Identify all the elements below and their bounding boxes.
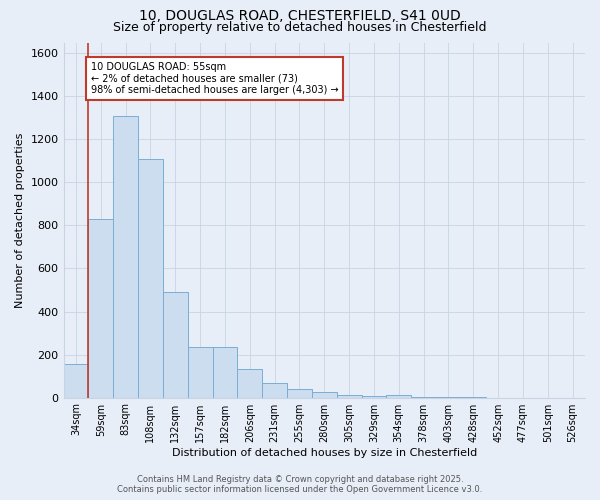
Bar	[436, 397, 461, 398]
Text: 10, DOUGLAS ROAD, CHESTERFIELD, S41 0UD: 10, DOUGLAS ROAD, CHESTERFIELD, S41 0UD	[139, 9, 461, 23]
Bar	[337, 395, 362, 398]
Bar	[238, 368, 262, 398]
Bar	[411, 397, 436, 398]
Text: Contains HM Land Registry data © Crown copyright and database right 2025.
Contai: Contains HM Land Registry data © Crown c…	[118, 474, 482, 494]
Bar	[312, 392, 337, 398]
Bar	[362, 396, 386, 398]
Bar	[212, 347, 238, 398]
Bar	[88, 219, 113, 398]
Bar	[287, 388, 312, 398]
Bar	[262, 382, 287, 398]
Bar	[64, 364, 88, 398]
Y-axis label: Number of detached properties: Number of detached properties	[15, 132, 25, 308]
Bar	[188, 347, 212, 398]
Bar	[138, 158, 163, 398]
Bar	[113, 116, 138, 398]
Text: 10 DOUGLAS ROAD: 55sqm
← 2% of detached houses are smaller (73)
98% of semi-deta: 10 DOUGLAS ROAD: 55sqm ← 2% of detached …	[91, 62, 338, 95]
X-axis label: Distribution of detached houses by size in Chesterfield: Distribution of detached houses by size …	[172, 448, 477, 458]
Bar	[163, 292, 188, 398]
Text: Size of property relative to detached houses in Chesterfield: Size of property relative to detached ho…	[113, 21, 487, 34]
Bar	[386, 395, 411, 398]
